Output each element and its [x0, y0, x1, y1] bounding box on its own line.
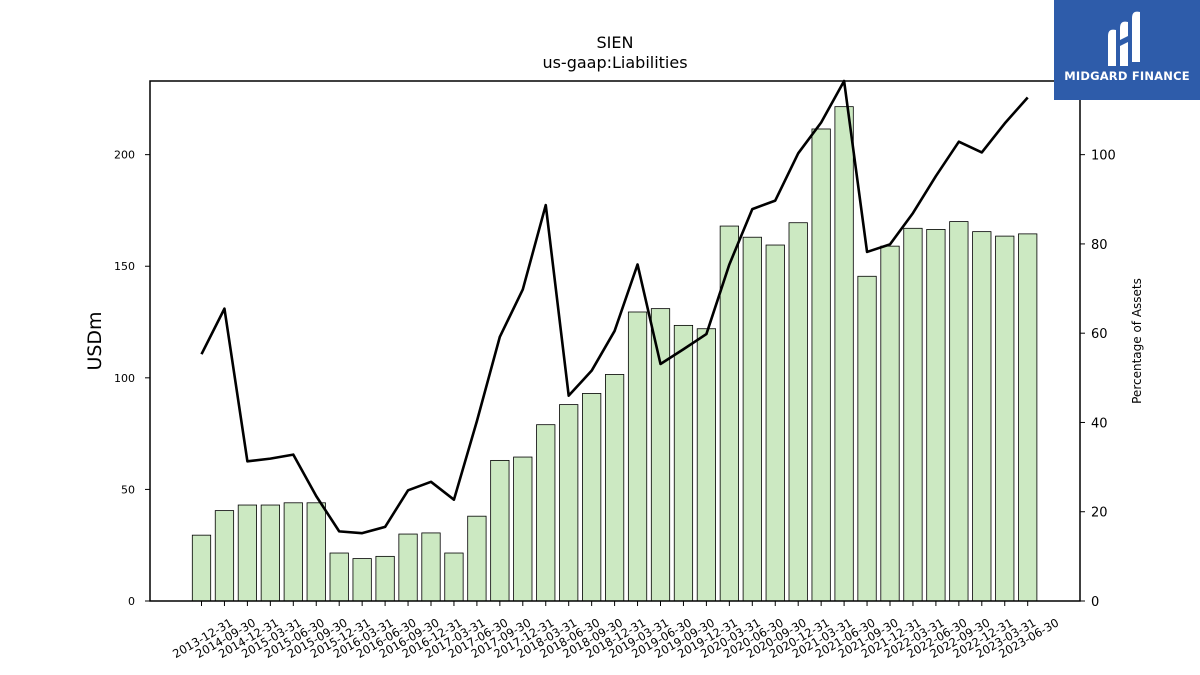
bar: [237, 504, 257, 602]
bar: [857, 275, 877, 602]
y-axis-label-left: USDm: [84, 311, 106, 370]
bar: [306, 502, 326, 602]
bar: [490, 459, 510, 602]
logo-text: MIDGARD FINANCE: [1064, 69, 1190, 83]
bar: [398, 533, 418, 602]
bar: [627, 311, 648, 602]
left-tick-label: 200: [114, 149, 135, 162]
bar: [191, 534, 212, 602]
right-tick-label: 60: [1091, 327, 1108, 342]
left-tick-label: 0: [128, 595, 135, 608]
right-tick-label: 40: [1091, 416, 1108, 431]
bar: [765, 244, 785, 602]
bar: [880, 245, 900, 602]
brand-logo: MIDGARD FINANCE: [1054, 0, 1200, 100]
right-tick-label: 100: [1091, 149, 1116, 164]
bar-series: [191, 106, 1038, 602]
chart-subtitle: us-gaap:Liabilities: [542, 53, 687, 72]
bar: [214, 510, 235, 602]
chart-title: SIEN: [597, 33, 634, 52]
left-tick-label: 50: [121, 483, 135, 496]
bar: [811, 128, 831, 602]
right-tick-label: 20: [1091, 506, 1108, 521]
right-tick-label: 80: [1091, 238, 1108, 253]
x-axis: 2013-12-312014-09-302014-12-312015-03-31…: [170, 601, 1061, 661]
bar: [283, 502, 303, 602]
bar: [650, 308, 671, 602]
bar: [788, 222, 808, 602]
bar: [329, 552, 349, 602]
bar: [260, 504, 280, 602]
bar: [742, 236, 762, 602]
bar: [949, 221, 969, 602]
bar: [582, 393, 602, 602]
bar: [421, 532, 441, 602]
bar: [995, 235, 1015, 602]
left-tick-label: 150: [114, 260, 135, 273]
bar: [696, 328, 717, 602]
bar: [1018, 233, 1038, 602]
logo-mark-icon: [1108, 11, 1140, 67]
bar: [834, 106, 854, 602]
bar: [972, 231, 992, 602]
bar: [375, 555, 395, 602]
y-axis-label-right: Percentage of Assets: [1130, 278, 1144, 404]
bar: [926, 229, 946, 602]
bar: [673, 324, 694, 602]
left-tick-label: 100: [114, 372, 135, 385]
bar: [559, 404, 579, 602]
bar: [536, 424, 556, 602]
line-series: [200, 79, 1029, 535]
bar: [352, 558, 372, 602]
bar: [903, 227, 923, 602]
right-axis: 0 20 40 60 80 100: [1080, 149, 1116, 610]
bar: [605, 374, 625, 602]
bar: [444, 552, 464, 602]
left-axis: 0 50 100 150 200: [114, 149, 150, 608]
right-tick-label: 0: [1091, 595, 1099, 610]
percentage-line: [200, 79, 1029, 535]
bar: [513, 456, 533, 602]
bar: [467, 515, 487, 602]
